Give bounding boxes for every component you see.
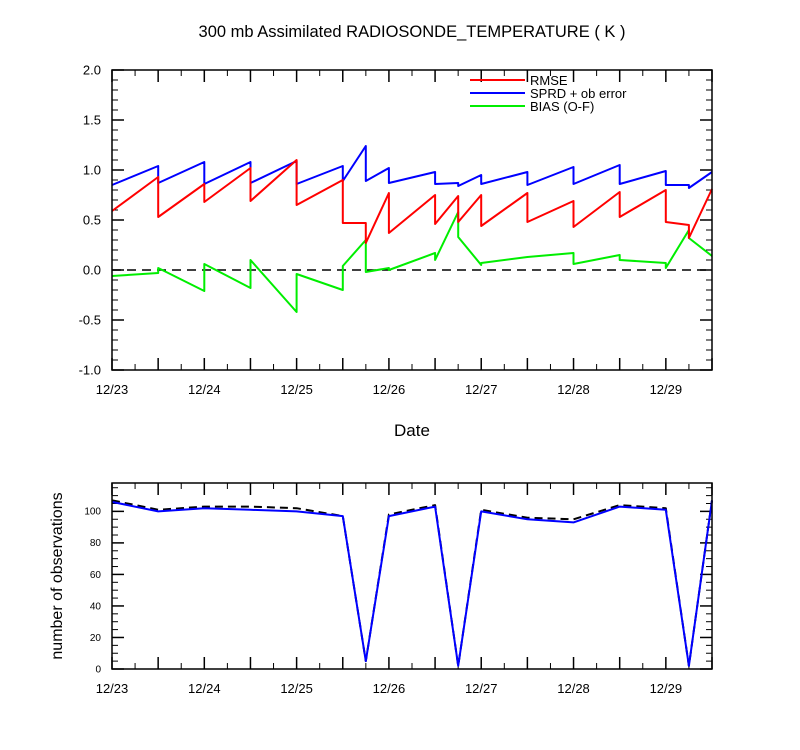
top-x-tick-label: 12/27 [465, 382, 498, 397]
top-x-tick-label: 12/25 [280, 382, 313, 397]
top-x-tick-label: 12/26 [373, 382, 406, 397]
top-y-tick-label: 1.5 [83, 112, 101, 127]
top-x-axis-label: Date [394, 421, 430, 440]
top-x-tick-label: 12/28 [557, 382, 590, 397]
bottom-y-tick-label: 0 [95, 664, 101, 675]
bottom-y-axis-label: number of observations [49, 492, 66, 659]
bottom-x-tick-label: 12/27 [465, 681, 498, 696]
series-line-rmse [111, 159, 713, 244]
bottom-x-tick-label: 12/28 [557, 681, 590, 696]
top-y-tick-label: -1.0 [79, 362, 101, 377]
bottom-y-tick-label: 40 [90, 601, 102, 612]
bottom-x-tick-label: 12/29 [650, 681, 683, 696]
bottom-x-tick-label: 12/23 [96, 681, 129, 696]
top-y-tick-label: 2.0 [83, 62, 101, 77]
bottom-x-tick-label: 12/24 [188, 681, 221, 696]
series-line-sprd-ob-error [111, 145, 713, 189]
bottom-plot-frame [111, 482, 713, 670]
top-x-tick-label: 12/23 [96, 382, 129, 397]
top-ticks-group: 12/23 12/24 12/25 12/26 12/27 12/28 12/29 -1.0 -… [79, 62, 713, 397]
top-y-tick-label: 0.0 [83, 262, 101, 277]
top-x-tick-label: 12/24 [188, 382, 221, 397]
series-line-total [111, 499, 713, 667]
legend-label: SPRD + ob error [530, 86, 627, 101]
bottom-x-tick-label: 12/25 [280, 681, 313, 696]
bottom-y-tick-label: 60 [90, 570, 102, 581]
bottom-x-tick-label: 12/26 [373, 681, 406, 696]
top-plot-frame [111, 69, 713, 371]
top-y-tick-label: -0.5 [79, 312, 101, 327]
top-x-tick-label: 12/29 [650, 382, 683, 397]
bottom-series-group [111, 499, 713, 667]
series-line-bias-o-f [111, 211, 713, 313]
legend-label: BIAS (O-F) [530, 99, 594, 114]
chart-title: 300 mb Assimilated RADIOSONDE_TEMPERATUR… [199, 23, 626, 41]
series-line-assimilated [111, 500, 713, 667]
bottom-y-tick-label: 20 [90, 633, 102, 644]
top-series-group [111, 145, 713, 313]
top-y-tick-label: 1.0 [83, 162, 101, 177]
bottom-y-tick-label: 100 [84, 507, 101, 518]
legend-label: RMSE [530, 73, 568, 88]
top-y-tick-label: 0.5 [83, 212, 101, 227]
bottom-y-tick-label: 80 [90, 538, 102, 549]
